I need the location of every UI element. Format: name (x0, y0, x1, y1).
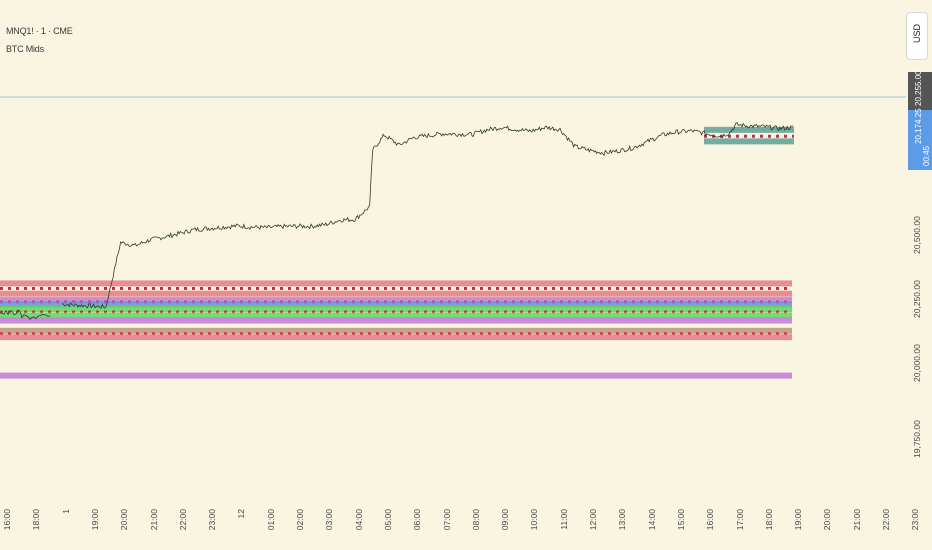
time-tick-label: 06:00 (412, 509, 423, 531)
time-tick-label: 23:00 (910, 509, 921, 531)
last-price-label: 20,255.00 (914, 70, 923, 106)
time-tick-label: 01:00 (265, 509, 276, 531)
time-tick-label: 07:00 (441, 509, 452, 531)
time-tick-label: 12:00 (588, 509, 598, 531)
level-band-0 (704, 126, 794, 133)
level-band-11 (0, 312, 792, 319)
symbol-legend[interactable]: MNQ1! · 1 · CME (6, 26, 73, 36)
early-price-line (0, 309, 51, 321)
countdown-time-label: 00:45 (922, 145, 931, 166)
price-tick-label: 20,500.00 (912, 216, 922, 254)
time-tick-label: 19:00 (793, 509, 804, 531)
level-band-8 (0, 301, 792, 308)
time-tick-label: 16:00 (705, 509, 716, 531)
price-tick-label: 20,000.00 (912, 344, 922, 382)
level-band-9 (0, 306, 792, 313)
time-tick-label: 22:00 (177, 509, 188, 531)
time-tick-label: 22:00 (881, 509, 891, 531)
time-tick-label: 1 (60, 509, 71, 514)
currency-button[interactable]: USD (906, 12, 928, 60)
time-tick-label: 17:00 (734, 509, 745, 531)
time-tick-label: 04:00 (353, 509, 364, 531)
countdown-price-label: 20,174.25 (914, 108, 923, 144)
indicator-legend[interactable]: BTC Mids (6, 44, 44, 54)
level-band-6 (0, 297, 792, 304)
time-tick-label: 08:00 (470, 509, 481, 531)
time-tick-label: 21:00 (148, 509, 159, 531)
level-band-3 (0, 280, 792, 287)
time-tick-label: 15:00 (675, 509, 686, 531)
countdown-tag: 20,174.25 00:45 (908, 108, 932, 170)
time-tick-label: 09:00 (500, 509, 511, 531)
time-tick-label: 13:00 (617, 509, 628, 531)
time-tick-label: 03:00 (324, 509, 335, 531)
time-tick-label: 05:00 (382, 509, 393, 531)
level-band-5 (0, 290, 792, 297)
time-tick-label: 12 (236, 509, 247, 519)
time-tick-label: 14:00 (646, 509, 657, 531)
time-tick-label: 16:00 (2, 509, 12, 531)
time-tick-label: 11:00 (558, 509, 569, 530)
time-tick-label: 20:00 (119, 509, 130, 531)
currency-label: USD (912, 23, 922, 43)
last-price-tag: 20,255.00 (908, 70, 932, 110)
level-band-12 (0, 317, 792, 324)
price-tick-label: 19,750.00 (912, 420, 922, 458)
time-tick-label: 23:00 (207, 509, 218, 531)
price-line (61, 122, 794, 309)
time-tick-label: 02:00 (295, 509, 305, 531)
price-tick-label: 20,250.00 (912, 280, 922, 318)
level-band-15 (0, 334, 792, 341)
time-tick-label: 10:00 (529, 509, 540, 531)
time-tick-label: 18:00 (31, 509, 42, 531)
level-band-13 (0, 327, 792, 334)
level-band-16 (0, 372, 792, 379)
level-band-2 (704, 138, 794, 145)
time-tick-label: 20:00 (822, 509, 833, 531)
time-tick-label: 19:00 (89, 509, 100, 531)
time-tick-label: 18:00 (763, 509, 774, 531)
time-tick-label: 21:00 (851, 509, 862, 531)
